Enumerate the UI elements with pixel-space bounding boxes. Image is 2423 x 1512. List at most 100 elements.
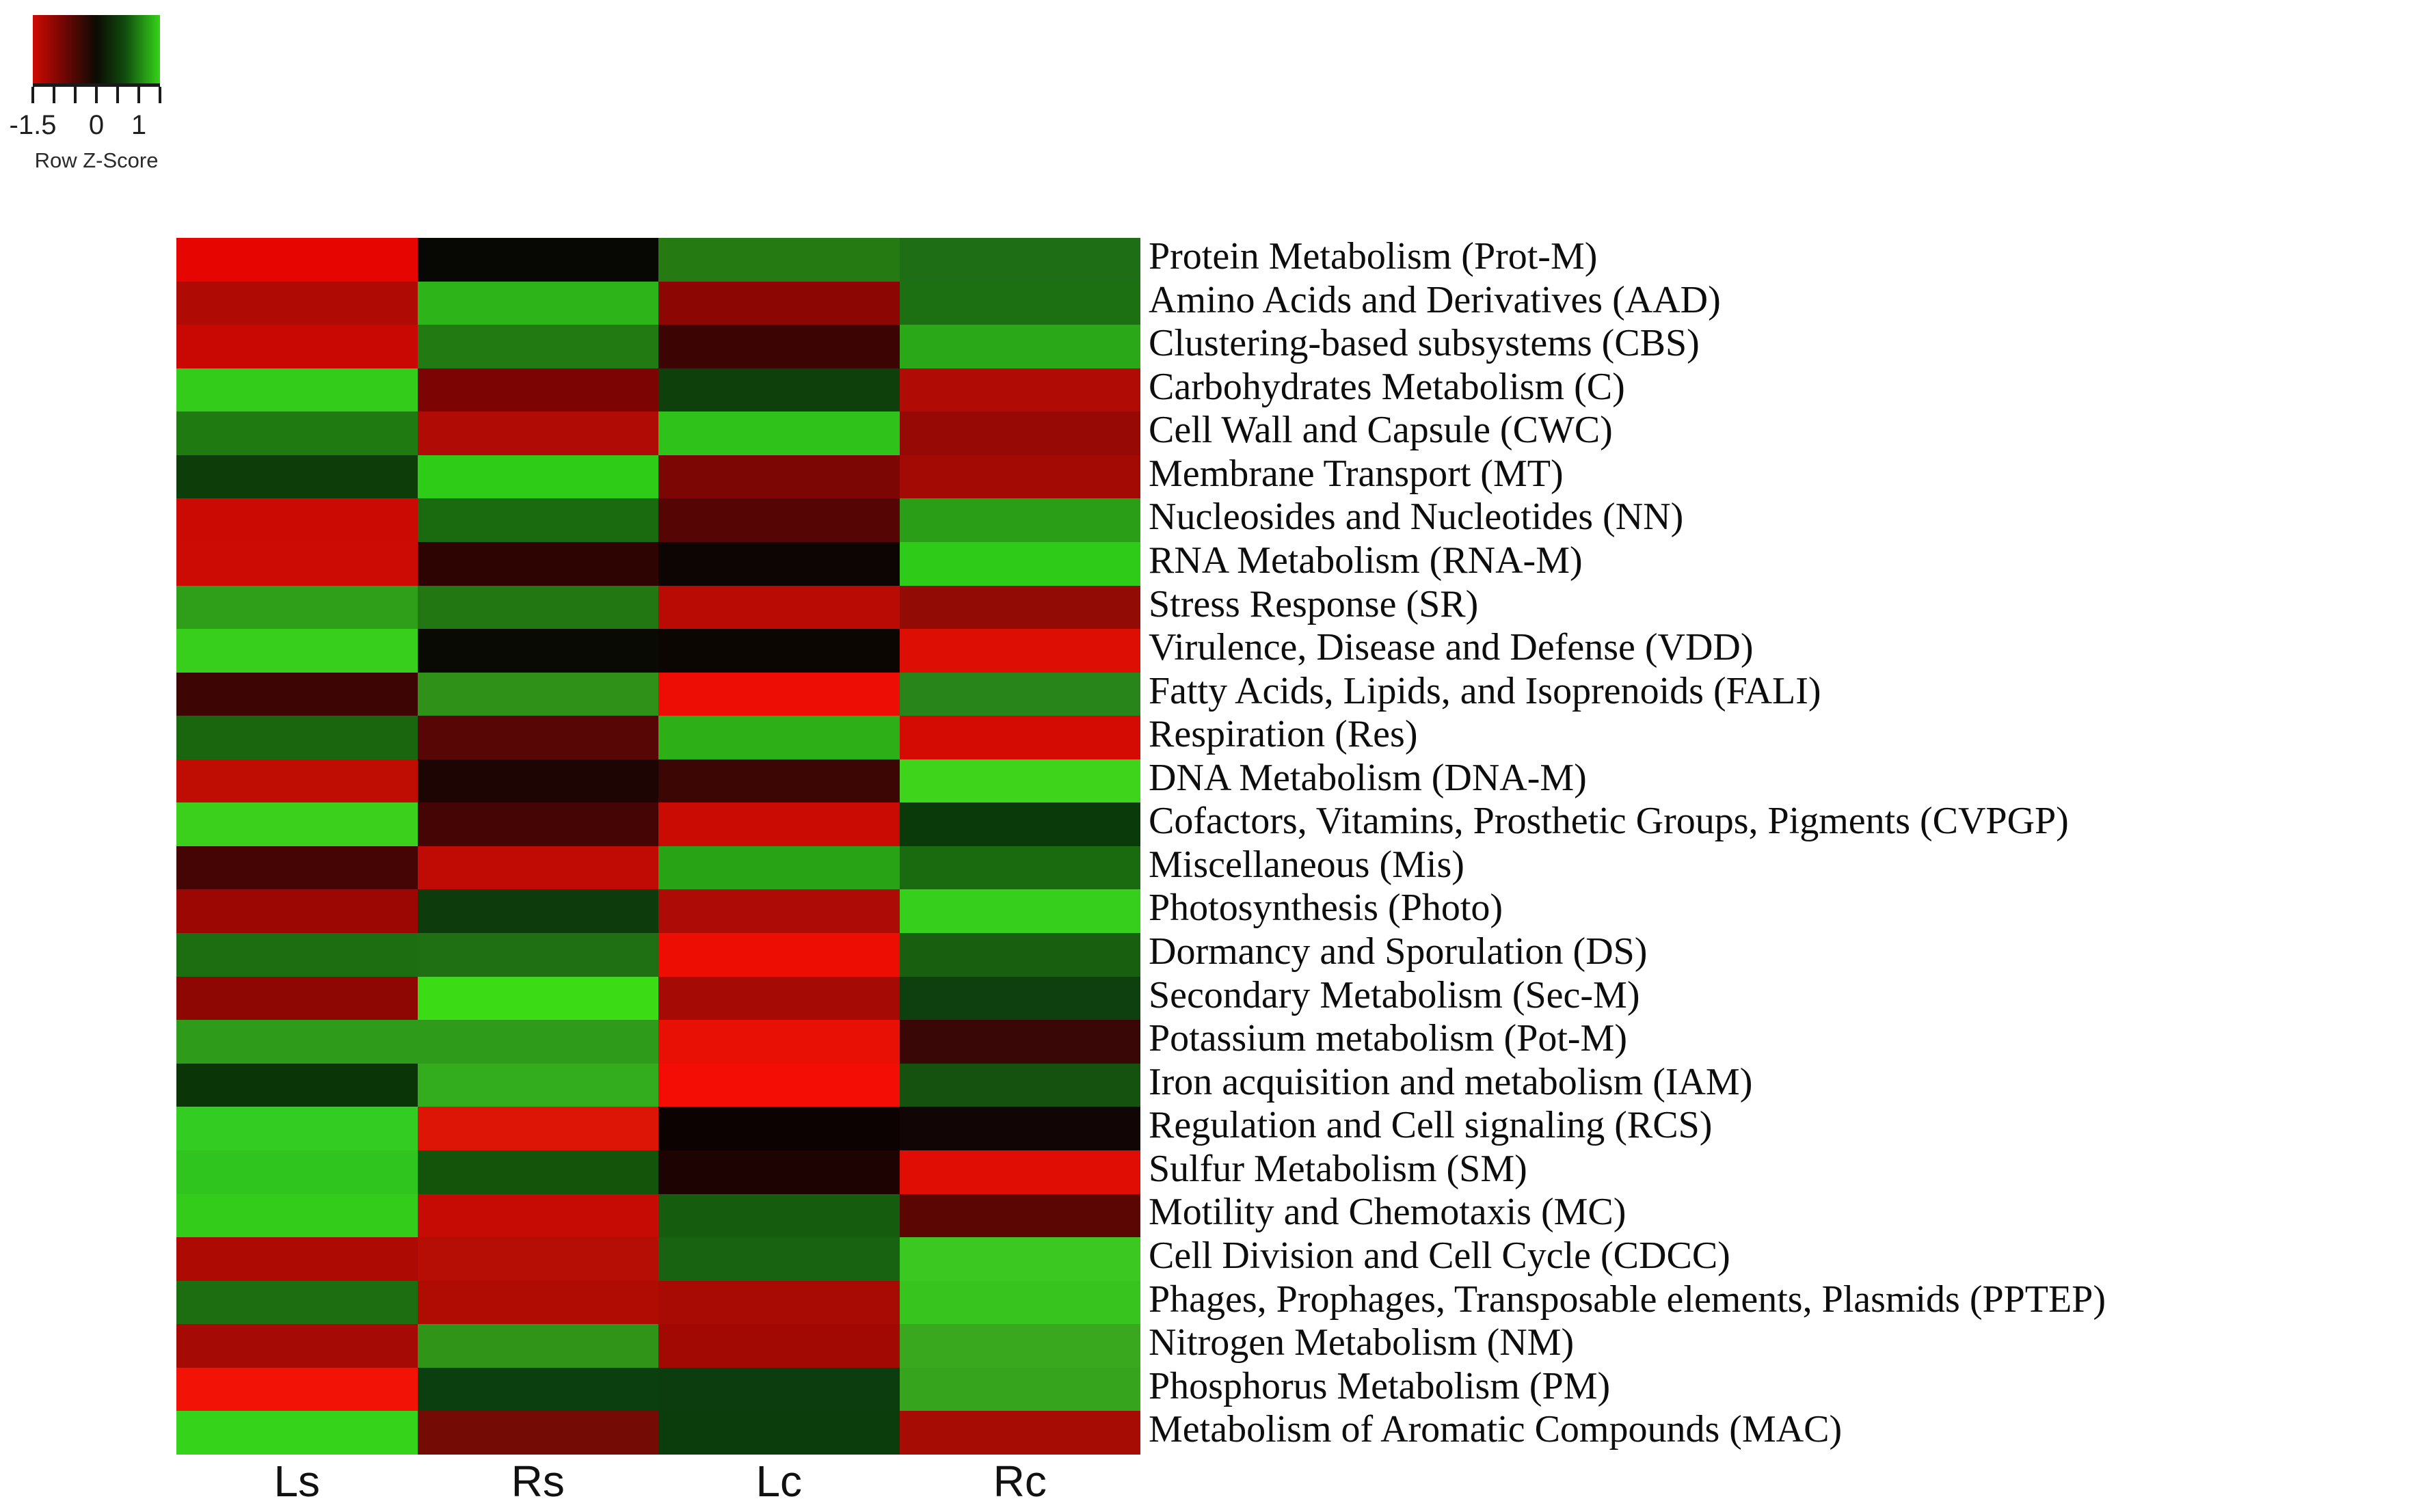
- heatmap-cell: [899, 846, 1140, 890]
- heatmap-cell: [658, 976, 900, 1021]
- heatmap-cell: [899, 325, 1140, 368]
- color-key-tick-labels: -1.5 0 1: [10, 110, 160, 141]
- heatmap-cell: [176, 498, 418, 542]
- heatmap-cell: [899, 1280, 1140, 1325]
- heatmap-cell: [658, 1020, 900, 1064]
- row-label: Phages, Prophages, Transposable elements…: [1149, 1278, 2106, 1321]
- color-key-tick: [52, 87, 55, 103]
- heatmap-cell: [176, 889, 418, 934]
- heatmap-cell: [658, 455, 900, 499]
- heatmap-cell: [417, 1063, 658, 1107]
- heatmap-cell: [176, 368, 418, 412]
- heatmap-cell: [176, 1193, 418, 1238]
- heatmap-cell: [417, 455, 658, 499]
- heatmap-cell: [658, 281, 900, 325]
- row-label: Phosphorus Metabolism (PM): [1149, 1364, 1611, 1407]
- row-label: Miscellaneous (Mis): [1149, 843, 1464, 886]
- heatmap-row-labels: Protein Metabolism (Prot-M) Amino Acids a…: [1149, 235, 2106, 1452]
- heatmap-cell: [899, 411, 1140, 455]
- color-key-tick: [31, 87, 34, 103]
- row-label: Motility and Chemotaxis (MC): [1149, 1191, 1627, 1234]
- heatmap-cell: [176, 629, 418, 673]
- heatmap-cell: [658, 672, 900, 716]
- row-label: Sulfur Metabolism (SM): [1149, 1147, 1527, 1190]
- heatmap-cell: [417, 889, 658, 934]
- heatmap-cell: [658, 1150, 900, 1194]
- heatmap-cell: [658, 759, 900, 803]
- heatmap-cell: [899, 629, 1140, 673]
- row-label: Nitrogen Metabolism (NM): [1149, 1321, 1575, 1364]
- heatmap-cell: [417, 1237, 658, 1281]
- row-label: Metabolism of Aromatic Compounds (MAC): [1149, 1408, 1843, 1451]
- heatmap-cell: [899, 976, 1140, 1021]
- heatmap-cell: [417, 238, 658, 282]
- heatmap-cell: [176, 933, 418, 977]
- heatmap-cell: [658, 368, 900, 412]
- heatmap-cell: [899, 1324, 1140, 1368]
- heatmap-cell: [899, 1107, 1140, 1150]
- color-key-tick: [95, 87, 98, 103]
- heatmap-cell: [176, 585, 418, 630]
- heatmap-cell: [417, 802, 658, 846]
- row-label: Potassium metabolism (Pot-M): [1149, 1017, 1627, 1060]
- heatmap-cell: [176, 1063, 418, 1107]
- heatmap-cell: [899, 238, 1140, 282]
- heatmap-cell: [176, 1411, 418, 1455]
- heatmap-cell: [658, 1411, 900, 1455]
- color-key-title: Row Z-Score: [34, 148, 159, 172]
- row-label: Cofactors, Vitamins, Prosthetic Groups, …: [1149, 800, 2069, 843]
- heatmap-cell: [658, 1237, 900, 1281]
- heatmap-cell: [899, 455, 1140, 499]
- heatmap-cell: [176, 1237, 418, 1281]
- heatmap-cell: [899, 368, 1140, 412]
- heatmap-cell: [899, 1411, 1140, 1455]
- heatmap-cell: [899, 585, 1140, 630]
- heatmap-cell: [417, 1107, 658, 1150]
- color-key-tick: [73, 87, 77, 103]
- row-label: Clustering-based subsystems (CBS): [1149, 322, 1700, 365]
- heatmap-cell: [899, 716, 1140, 759]
- heatmap-cell: [176, 759, 418, 803]
- heatmap-cell: [899, 1237, 1140, 1281]
- row-label: DNA Metabolism (DNA-M): [1149, 756, 1587, 799]
- heatmap-cell: [658, 889, 900, 934]
- heatmap-cell: [176, 411, 418, 455]
- heatmap-cell: [417, 325, 658, 368]
- heatmap-cell: [658, 541, 900, 586]
- heatmap-cell: [176, 976, 418, 1021]
- heatmap-cell: [417, 933, 658, 977]
- heatmap-cell: [658, 585, 900, 630]
- heatmap-cell: [417, 498, 658, 542]
- heatmap-cell: [658, 1324, 900, 1368]
- row-label: Protein Metabolism (Prot-M): [1149, 235, 1598, 278]
- heatmap-cell: [658, 933, 900, 977]
- heatmap-cell: [899, 1063, 1140, 1107]
- heatmap-cell: [658, 1367, 900, 1412]
- heatmap-cell: [417, 846, 658, 890]
- heatmap-cell: [658, 498, 900, 542]
- heatmap-cell: [417, 541, 658, 586]
- heatmap-cell: [176, 1280, 418, 1325]
- heatmap-cell: [417, 1020, 658, 1064]
- heatmap-cell: [176, 802, 418, 846]
- heatmap-cell: [417, 368, 658, 412]
- heatmap-cell: [658, 238, 900, 282]
- heatmap-cell: [658, 1193, 900, 1238]
- heatmap-grid: [176, 238, 1140, 1455]
- row-label: RNA Metabolism (RNA-M): [1149, 539, 1583, 582]
- heatmap-cell: [417, 1324, 658, 1368]
- heatmap-cell: [176, 1367, 418, 1412]
- heatmap-cell: [899, 802, 1140, 846]
- row-label: Virulence, Disease and Defense (VDD): [1149, 626, 1754, 669]
- heatmap-cell: [417, 411, 658, 455]
- color-key-gradient-bar: [33, 15, 160, 83]
- color-key-tick: [116, 87, 119, 103]
- heatmap-cell: [417, 1367, 658, 1412]
- heatmap-cell: [417, 672, 658, 716]
- heatmap-cell: [658, 846, 900, 890]
- heatmap-cell: [658, 1280, 900, 1325]
- heatmap-cell: [176, 716, 418, 759]
- heatmap-cell: [176, 455, 418, 499]
- color-key: -1.5 0 1 Row Z-Score: [10, 15, 161, 173]
- heatmap-cell: [176, 1107, 418, 1150]
